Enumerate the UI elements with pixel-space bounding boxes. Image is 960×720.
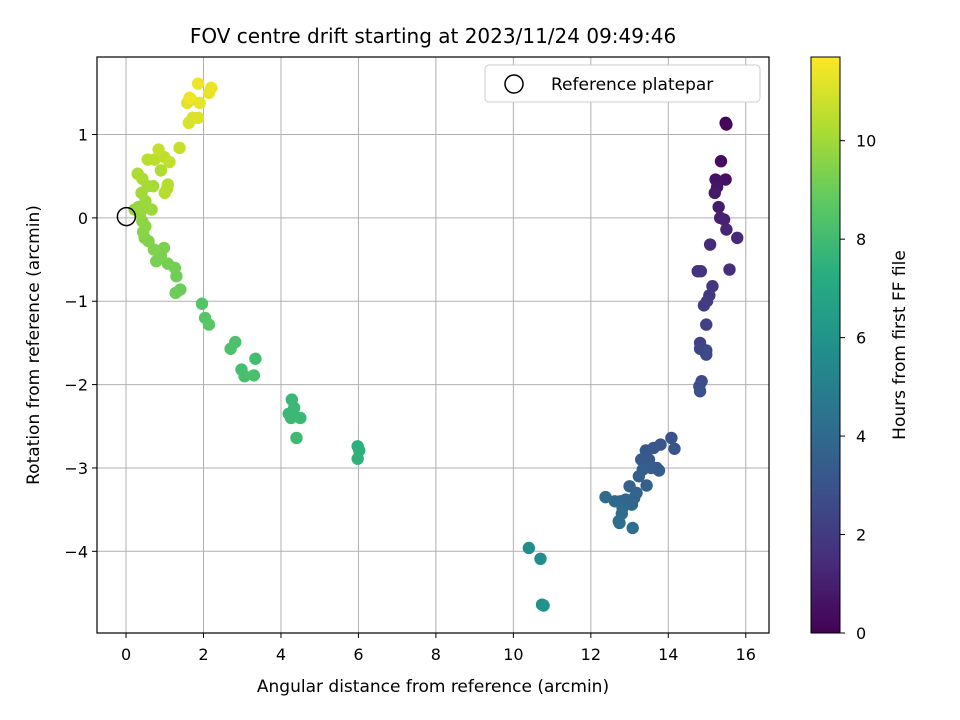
colorbar-tick-label: 6	[856, 329, 866, 348]
colorbar-label: Hours from first FF file	[890, 250, 910, 440]
data-point	[183, 91, 196, 105]
x-tick-label: 0	[121, 645, 131, 664]
data-point	[249, 352, 262, 365]
data-point	[693, 385, 707, 398]
y-axis-label: Rotation from reference (arcmin)	[24, 205, 44, 485]
x-tick-label: 6	[353, 645, 363, 664]
data-point	[131, 167, 144, 180]
grid-lines	[97, 57, 769, 633]
y-tick-label: −4	[64, 542, 88, 561]
x-tick-label: 12	[581, 645, 601, 664]
chart-title: FOV centre drift starting at 2023/11/24 …	[190, 24, 676, 48]
data-point	[158, 186, 171, 200]
data-point	[700, 348, 713, 361]
colorbar-tick-label: 0	[856, 624, 866, 643]
data-point	[284, 411, 298, 425]
data-point	[173, 141, 186, 155]
data-point	[697, 299, 711, 312]
data-points	[128, 77, 744, 612]
data-point	[717, 213, 731, 226]
y-tick-label: −3	[64, 459, 88, 478]
data-point	[720, 223, 733, 236]
colorbar-ticks: 0 2 4 6 8 10	[840, 132, 876, 643]
data-point	[613, 516, 626, 530]
x-tick-label: 8	[431, 645, 441, 664]
data-point	[723, 263, 736, 276]
data-point	[238, 370, 251, 383]
data-point	[537, 599, 550, 612]
data-point	[599, 490, 612, 504]
data-point	[625, 498, 639, 511]
data-point	[152, 143, 165, 156]
data-point	[522, 541, 536, 555]
x-tick-label: 2	[198, 645, 208, 664]
x-tick-label: 16	[736, 645, 756, 664]
data-point	[712, 200, 725, 214]
data-point	[154, 164, 168, 177]
data-point	[719, 173, 732, 186]
legend: Reference platepar	[484, 64, 761, 103]
data-point	[202, 318, 216, 331]
data-point	[694, 265, 708, 278]
legend-box	[484, 64, 761, 103]
data-point	[247, 369, 261, 382]
y-tick-label: 1	[78, 126, 88, 145]
y-tick-label: 0	[78, 209, 88, 228]
colorbar-tick-label: 8	[856, 230, 866, 249]
reference-platepar-marker	[116, 206, 137, 227]
x-tick-label: 4	[276, 645, 286, 664]
plot-frame	[96, 56, 770, 634]
data-point	[163, 155, 176, 169]
y-tick-label: −2	[64, 376, 88, 395]
data-point	[191, 111, 205, 125]
data-point	[161, 257, 175, 270]
x-tick-label: 10	[503, 645, 523, 664]
colorbar: 0 2 4 6 8 10 Hours from first FF file	[810, 56, 910, 643]
data-point	[169, 286, 182, 300]
data-point	[708, 186, 721, 200]
data-point	[146, 180, 160, 193]
data-point	[534, 552, 547, 566]
data-point	[640, 479, 653, 492]
colorbar-tick-label: 10	[856, 132, 876, 151]
data-point	[351, 452, 364, 465]
data-point	[720, 118, 733, 131]
legend-reference-icon	[504, 74, 524, 94]
colorbar-tick-label: 4	[856, 427, 866, 446]
data-point	[193, 96, 206, 110]
colorbar-gradient	[810, 56, 841, 634]
y-axis-ticks: −4 −3 −2 −1 0 1	[64, 126, 97, 561]
data-point	[731, 231, 744, 245]
data-point	[290, 431, 303, 445]
x-tick-label: 14	[658, 645, 678, 664]
data-point	[205, 81, 218, 95]
legend-label: Reference platepar	[551, 75, 713, 95]
data-point	[157, 241, 171, 255]
data-point	[668, 442, 681, 455]
data-point	[700, 318, 713, 331]
data-point	[665, 431, 678, 445]
data-point	[714, 154, 728, 168]
data-point	[294, 411, 307, 425]
y-tick-label: −1	[64, 292, 88, 311]
x-axis-label: Angular distance from reference (arcmin)	[257, 677, 609, 697]
data-point	[148, 153, 161, 166]
data-point	[224, 342, 237, 355]
data-point	[195, 297, 209, 310]
data-point	[703, 238, 717, 251]
data-point	[626, 521, 639, 535]
x-axis-ticks: 0 2 4 6 8 10 12 14 16	[121, 633, 756, 664]
colorbar-tick-label: 2	[856, 526, 866, 545]
data-point	[191, 77, 205, 90]
data-point	[632, 470, 646, 483]
